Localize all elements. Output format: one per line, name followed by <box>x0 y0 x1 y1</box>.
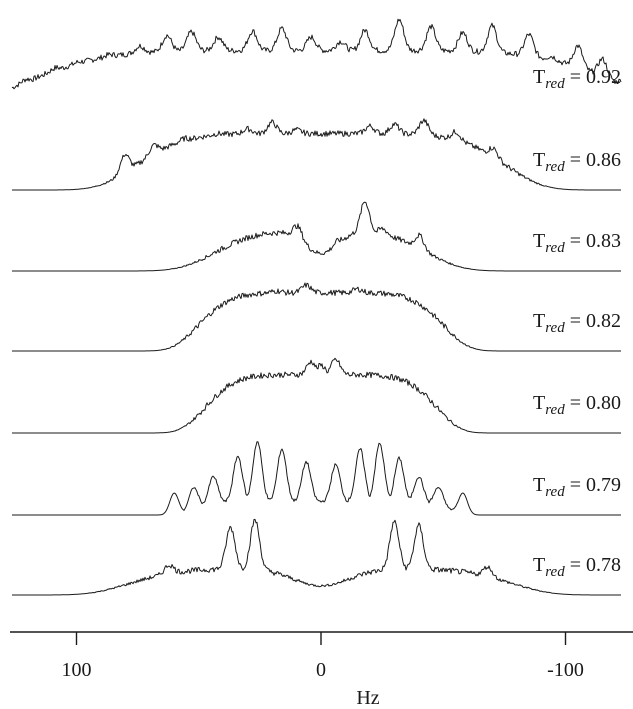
trace-label-2: Tred = 0.83 <box>533 230 621 256</box>
trace-2 <box>12 201 621 272</box>
trace-label-4: Tred = 0.80 <box>533 392 621 418</box>
x-axis: 2001000-100- 200 Hz <box>10 631 633 709</box>
x-tick-label-3: -100 <box>547 659 584 681</box>
x-tick-label-2: 0 <box>316 659 326 681</box>
trace-4 <box>12 357 621 434</box>
x-axis-ticks: 2001000-100- 200 <box>62 632 584 681</box>
trace-label-3: Tred = 0.82 <box>533 310 621 336</box>
trace-0 <box>11 18 622 90</box>
trace-label-6: Tred = 0.78 <box>533 554 621 580</box>
trace-6 <box>12 518 621 596</box>
trace-3 <box>12 282 621 352</box>
trace-label-1: Tred = 0.86 <box>533 149 621 175</box>
trace-label-5: Tred = 0.79 <box>533 474 621 500</box>
trace-5 <box>12 441 621 516</box>
trace-1 <box>12 118 621 191</box>
spectral-traces <box>11 18 622 596</box>
x-tick-label-1: 100 <box>62 659 92 681</box>
x-axis-label: Hz <box>356 687 379 709</box>
trace-labels: Tred = 0.92 Tred = 0.86 Tred = 0.83 Tred = … <box>533 66 621 580</box>
trace-label-0: Tred = 0.92 <box>533 66 621 92</box>
